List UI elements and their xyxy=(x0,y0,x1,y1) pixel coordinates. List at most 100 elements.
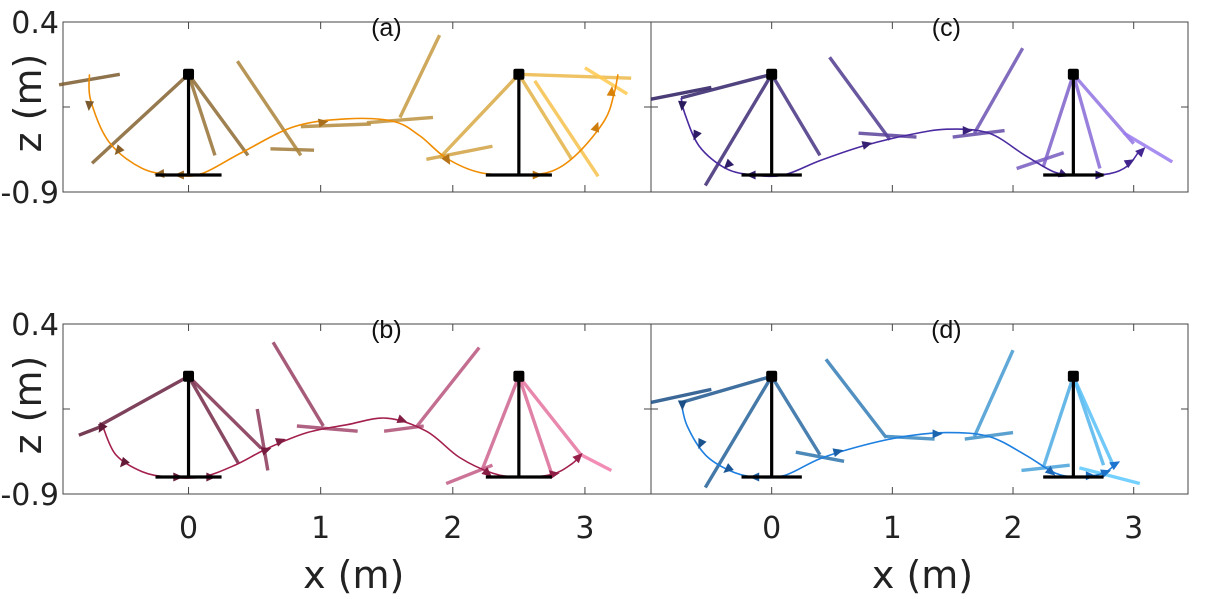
direction-arrow xyxy=(723,463,734,473)
direction-arrow xyxy=(723,158,735,169)
axes-frame xyxy=(62,323,652,495)
direction-arrow xyxy=(861,141,873,150)
pendulum-link xyxy=(680,72,773,100)
pendulum-link xyxy=(650,85,712,101)
x-tick-label: 0 xyxy=(179,511,198,546)
pivot-point xyxy=(183,68,195,80)
pendulum-link xyxy=(270,147,315,152)
pendulum-link xyxy=(1016,151,1065,171)
direction-arrow xyxy=(572,453,583,464)
direction-arrow xyxy=(317,118,329,128)
pendulum-link xyxy=(186,73,217,156)
pendulum-link xyxy=(770,375,822,456)
x-tick-label: 1 xyxy=(311,511,330,546)
pendulum-link xyxy=(858,131,917,139)
pendulum-link xyxy=(187,375,263,450)
pendulum-link xyxy=(680,374,773,405)
direction-arrow xyxy=(590,121,600,133)
pendulum-link xyxy=(517,375,554,475)
pivot-point xyxy=(766,370,778,382)
pendulum-link xyxy=(90,73,190,165)
y-axis-label: z (m) xyxy=(6,356,50,455)
pendulum-link xyxy=(795,450,845,463)
pendulum-link xyxy=(972,349,1015,438)
pendulum-link xyxy=(1071,73,1102,169)
direction-arrow xyxy=(693,129,702,141)
pendulum-link xyxy=(1041,375,1075,469)
pendulum-link xyxy=(517,73,574,161)
trajectory-line xyxy=(101,417,582,479)
direction-arrow xyxy=(678,100,688,112)
y-tick-label: 0.4 xyxy=(11,308,59,343)
x-tick-label: 1 xyxy=(883,511,902,546)
direction-arrow xyxy=(114,144,125,155)
pendulum-link xyxy=(703,375,774,489)
panel-title: (c) xyxy=(932,14,961,42)
direction-arrow xyxy=(1044,465,1056,476)
pendulum-link xyxy=(187,73,250,157)
pendulum-link xyxy=(366,115,434,125)
panel-title: (d) xyxy=(931,316,962,344)
pendulum-link xyxy=(271,341,325,427)
pendulum-link xyxy=(580,453,613,472)
pendulum-link xyxy=(1072,73,1135,145)
direction-arrow xyxy=(932,429,943,439)
direction-arrow xyxy=(1123,159,1135,169)
pivot-point xyxy=(183,370,195,382)
panel-a: 0.4 -0.9 (a) z (m) xyxy=(0,6,652,211)
pendulum-link xyxy=(480,375,521,472)
pivot-point xyxy=(1067,68,1079,80)
y-tick-label: 0.4 xyxy=(11,6,59,41)
pendulum-link xyxy=(517,375,583,456)
pendulum-link xyxy=(1078,466,1141,486)
y-axis-label: z (m) xyxy=(6,54,50,153)
panel-c: (c) xyxy=(650,14,1189,193)
direction-arrow xyxy=(260,447,272,456)
direction-arrow xyxy=(832,448,844,458)
pendulum-link xyxy=(398,34,442,119)
pendulum-link xyxy=(824,358,888,439)
trajectory-line xyxy=(88,74,619,177)
pendulum-link xyxy=(770,73,822,157)
pendulum-link xyxy=(584,66,629,96)
pivot-point xyxy=(766,68,778,80)
pendulum-link xyxy=(703,73,774,187)
x-tick-label: 3 xyxy=(1124,511,1143,546)
pendulum-link xyxy=(97,374,190,428)
pendulum-link xyxy=(1041,73,1075,168)
pivot-point xyxy=(1067,370,1079,382)
x-axis-label: x (m) xyxy=(872,553,973,597)
direction-arrow xyxy=(962,126,973,136)
pendulum-link xyxy=(438,73,521,160)
direction-arrow xyxy=(119,456,130,468)
x-tick-label: 2 xyxy=(443,511,462,546)
pendulum-link xyxy=(255,408,270,471)
pendulum-link xyxy=(415,346,481,428)
direction-arrow xyxy=(274,438,286,447)
pendulum-link xyxy=(187,375,241,465)
pendulum-link xyxy=(886,434,935,441)
panel-title: (b) xyxy=(371,316,402,344)
x-tick-label: 0 xyxy=(762,511,781,546)
direction-arrow xyxy=(481,467,492,477)
pendulum-link xyxy=(518,72,632,80)
pivot-point xyxy=(513,370,525,382)
pendulum-link xyxy=(426,144,493,161)
panel-b: 0.4 -0.9 0 1 2 3 (b) z (m) x (m) xyxy=(0,308,652,597)
pendulum-link xyxy=(828,56,892,141)
pendulum-link xyxy=(1071,375,1115,466)
x-axis-label: x (m) xyxy=(303,553,404,597)
direction-arrow xyxy=(606,85,616,97)
pendulum-link xyxy=(972,47,1025,134)
pendulum-link xyxy=(650,387,712,405)
direction-arrow xyxy=(396,414,408,424)
pendulum-link xyxy=(78,424,104,437)
direction-arrow xyxy=(1109,461,1121,471)
direction-arrow xyxy=(98,422,108,433)
x-tick-label: 2 xyxy=(1003,511,1022,546)
pendulum-link xyxy=(952,128,1005,139)
panel-d: 0 1 2 3 (d) x (m) xyxy=(650,316,1189,597)
axes-frame xyxy=(650,21,1189,193)
panel-title: (a) xyxy=(371,14,402,42)
